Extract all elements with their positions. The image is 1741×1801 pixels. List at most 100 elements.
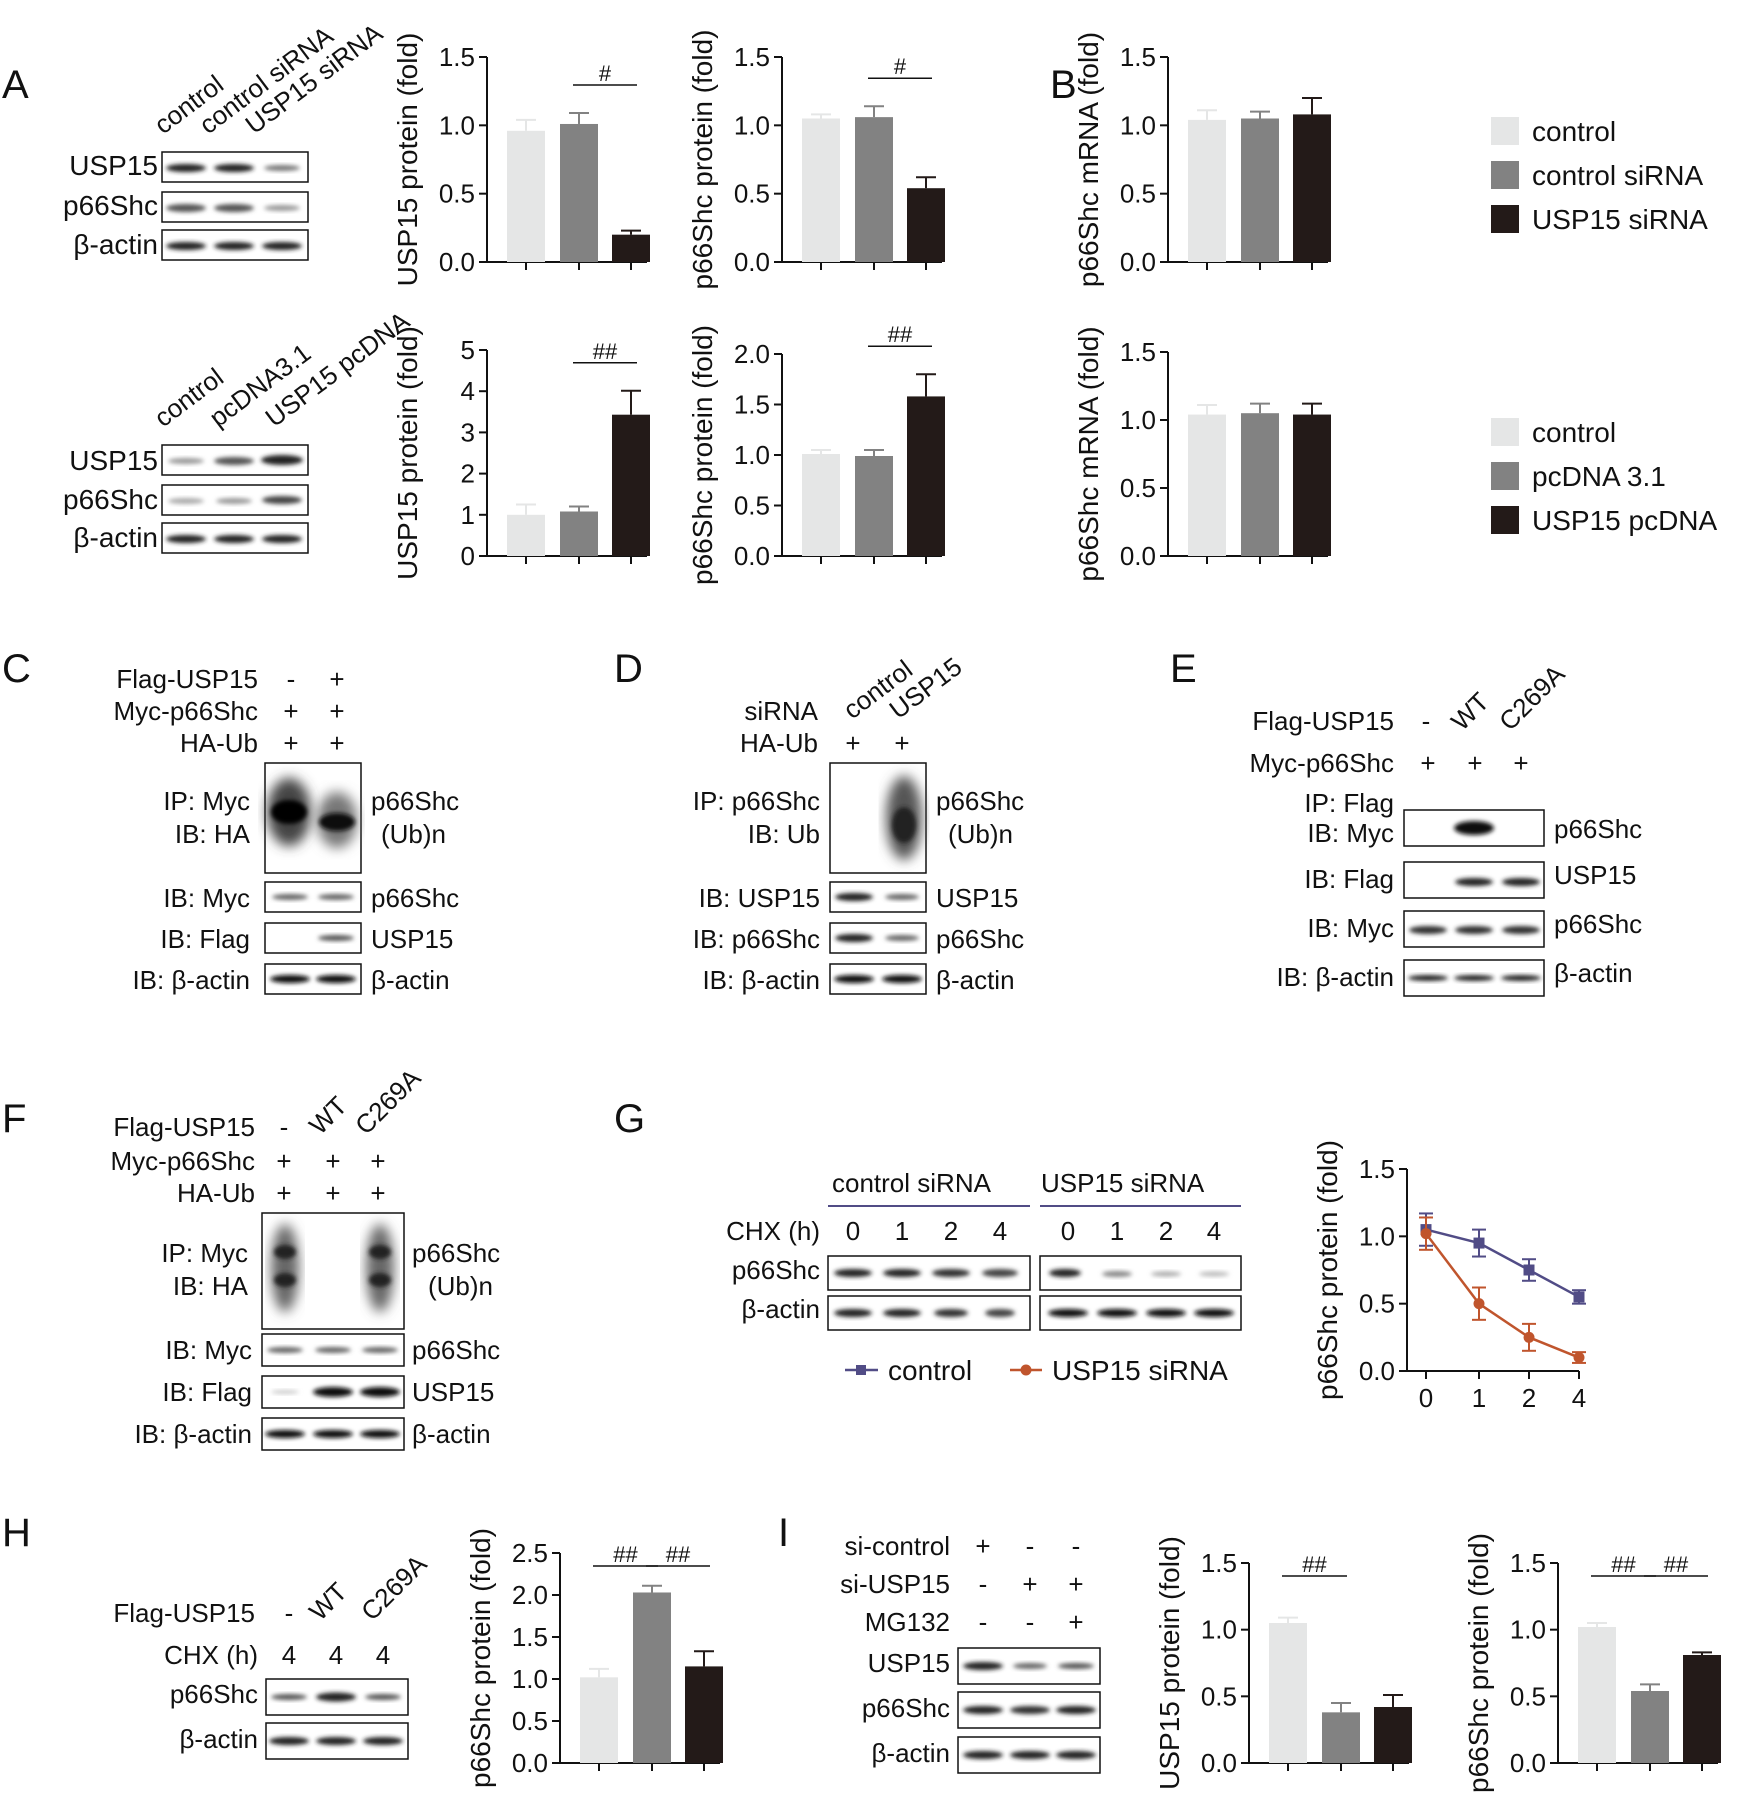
- legend-top: control control siRNA USP15 siRNA: [1491, 116, 1708, 235]
- band: [963, 1662, 1003, 1670]
- bar: [1293, 414, 1331, 556]
- condition-mark: +: [329, 664, 344, 694]
- band: [166, 242, 206, 250]
- y-tick-label: 1.0: [439, 110, 475, 140]
- y-tick-label: 2: [461, 459, 475, 489]
- time-label: 1: [1110, 1216, 1124, 1246]
- ib-target: USP15: [412, 1377, 494, 1407]
- band: [267, 1347, 303, 1353]
- bar: [1631, 1691, 1669, 1763]
- significance-label: ##: [1302, 1552, 1327, 1577]
- y-axis-label: p66Shc protein (fold): [687, 30, 718, 290]
- y-tick-label: 1.0: [1120, 405, 1156, 435]
- condition-mark: +: [283, 728, 298, 758]
- y-tick-label: 0.0: [1510, 1748, 1546, 1778]
- band: [270, 975, 310, 983]
- bar: [1188, 414, 1226, 556]
- condition-mark: -: [1026, 1531, 1035, 1561]
- y-tick-label: 1.5: [1120, 42, 1156, 72]
- band: [262, 242, 302, 250]
- y-tick-label: 0.0: [1120, 247, 1156, 277]
- chx-label: CHX (h): [164, 1640, 258, 1670]
- legend-label: USP15 siRNA: [1532, 204, 1708, 235]
- x-tick-label: 4: [1572, 1383, 1586, 1413]
- y-tick-label: 0.0: [1201, 1748, 1237, 1778]
- ib-target: p66Shc: [936, 924, 1024, 954]
- chx-value: 4: [376, 1640, 390, 1670]
- band: [1097, 1309, 1137, 1317]
- condition-mark: +: [325, 1146, 340, 1176]
- band: [1502, 926, 1540, 934]
- group-label: control siRNA: [832, 1168, 992, 1198]
- blot-strip: [264, 922, 362, 954]
- band: [316, 1692, 356, 1702]
- panel-e: Flag-USP15 - WT C269A Myc-p66Shc + + + I…: [1250, 658, 1642, 997]
- bar: [1683, 1655, 1721, 1763]
- panel-label-f: F: [2, 1097, 26, 1141]
- y-tick-label: 0.5: [512, 1706, 548, 1736]
- condition-label: HA-Ub: [180, 728, 258, 758]
- bar: [560, 123, 598, 262]
- row-label: USP15: [69, 150, 158, 181]
- significance-label: ##: [888, 322, 913, 347]
- time-label: 2: [944, 1216, 958, 1246]
- bar: [507, 130, 545, 262]
- band: [360, 1430, 400, 1438]
- bar: [907, 396, 945, 556]
- y-axis-label: USP15 protein (fold): [392, 326, 423, 580]
- band: [265, 1430, 305, 1438]
- panel-label-i: I: [778, 1511, 789, 1555]
- condition-label: si-USP15: [840, 1569, 950, 1599]
- condition-label: Flag-USP15: [1252, 706, 1394, 736]
- band: [313, 1430, 353, 1438]
- legend-label: control: [1532, 417, 1616, 448]
- band: [262, 496, 302, 504]
- ib-label: IB: β-actin: [702, 965, 820, 995]
- panel-c: Flag-USP15 Myc-p66Shc HA-Ub - + + + + + …: [114, 664, 460, 995]
- chart-p66shc-protein-mg132: 0.0 0.5 1.0 1.5 p66Shc protein (fold) ## ##: [1463, 1533, 1721, 1793]
- y-tick-label: 1.5: [1510, 1548, 1546, 1578]
- row-label: β-actin: [179, 1724, 258, 1754]
- condition-mark: -: [280, 1112, 289, 1142]
- chart-p66shc-protein-chx: 0.0 0.5 1.0 1.5 2.0 2.5 p66Shc protein (fold) #…: [465, 1528, 723, 1788]
- condition-label: Myc-p66Shc: [1250, 748, 1395, 778]
- row-label: β-actin: [741, 1294, 820, 1324]
- time-label: 0: [846, 1216, 860, 1246]
- time-label: 0: [1061, 1216, 1075, 1246]
- condition-mark: +: [1068, 1607, 1083, 1637]
- band: [1454, 975, 1494, 981]
- ib-label: IB: p66Shc: [693, 924, 820, 954]
- y-tick-label: 0.0: [512, 1748, 548, 1778]
- band: [272, 894, 308, 900]
- legend-label: USP15 siRNA: [1052, 1355, 1228, 1386]
- band: [834, 1269, 872, 1277]
- bar: [1269, 1623, 1307, 1763]
- condition-mark: +: [845, 728, 860, 758]
- y-tick-label: 1.5: [439, 42, 475, 72]
- band: [1501, 975, 1541, 981]
- row-label: p66Shc: [170, 1679, 258, 1709]
- lane-label: WT: [303, 1576, 353, 1626]
- smear: [319, 813, 355, 831]
- ib-label: IB: Flag: [1304, 864, 1394, 894]
- condition-mark: +: [370, 1178, 385, 1208]
- y-axis-label: p66Shc mRNA (fold): [1073, 326, 1104, 581]
- ib-target: β-actin: [371, 965, 450, 995]
- bar: [1578, 1627, 1616, 1763]
- condition-mark: +: [370, 1146, 385, 1176]
- y-tick-label: 1.0: [1359, 1221, 1395, 1251]
- y-tick-label: 1.0: [1510, 1615, 1546, 1645]
- lane-label: WT: [1445, 686, 1495, 736]
- x-tick-label: 1: [1472, 1383, 1486, 1413]
- ip-target: p66Shc: [1554, 814, 1642, 844]
- significance-label: ##: [1664, 1552, 1689, 1577]
- y-tick-label: 0.5: [1359, 1289, 1395, 1319]
- y-axis-label: p66Shc mRNA (fold): [1073, 32, 1104, 287]
- panel-label-b: B: [1050, 63, 1077, 107]
- bar: [580, 1677, 618, 1763]
- legend-swatch: [1491, 205, 1519, 233]
- y-tick-label: 0.0: [734, 247, 770, 277]
- condition-mark: +: [329, 728, 344, 758]
- sirna-label: siRNA: [744, 696, 818, 726]
